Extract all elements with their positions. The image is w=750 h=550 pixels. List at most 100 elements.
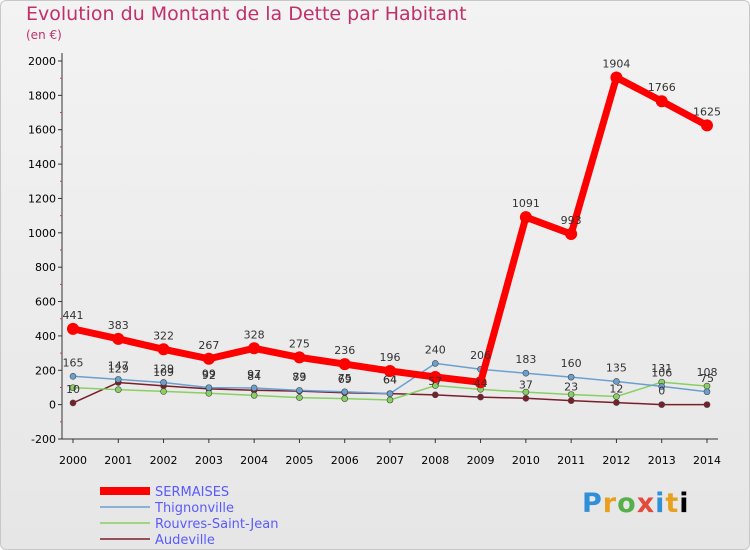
- y-tick-label: 800: [35, 261, 56, 274]
- data-label: 1091: [512, 197, 540, 210]
- data-point: [522, 394, 530, 402]
- data-label: 147: [108, 359, 129, 372]
- data-point: [67, 322, 79, 335]
- data-point: [341, 388, 349, 396]
- logo-letter: o: [617, 488, 637, 519]
- data-label: 0: [658, 385, 665, 398]
- legend: SERMAISESThignonvilleRouvres-Saint-JeanA…: [100, 485, 278, 548]
- data-point: [250, 384, 258, 392]
- data-label: 1766: [648, 81, 676, 94]
- data-label: 131: [651, 362, 672, 375]
- data-label: 64: [383, 374, 397, 387]
- data-label: 83: [292, 370, 306, 383]
- data-point: [160, 379, 167, 386]
- chart-subtitle: (en €): [26, 28, 62, 42]
- data-point: [522, 388, 530, 396]
- data-point: [431, 391, 439, 399]
- y-tick-label: 400: [35, 330, 56, 343]
- y-tick-label: 1400: [28, 158, 56, 171]
- data-point: [610, 71, 623, 84]
- legend-label: Rouvres-Saint-Jean: [155, 517, 278, 532]
- logo-letter: x: [636, 488, 656, 519]
- data-point: [250, 392, 258, 399]
- logo-letter: P: [582, 488, 603, 519]
- data-point: [69, 384, 77, 391]
- data-label: 129: [153, 362, 174, 375]
- data-point: [157, 343, 170, 356]
- data-label: 37: [519, 378, 533, 391]
- x-tick-label: 2000: [59, 454, 87, 467]
- data-label: 1625: [693, 105, 721, 118]
- x-tick-label: 2004: [240, 454, 268, 467]
- data-point: [703, 388, 711, 396]
- y-tick-label: 1600: [28, 124, 56, 137]
- data-label: 64: [383, 374, 397, 387]
- data-label: 69: [338, 373, 352, 386]
- data-point: [613, 378, 620, 385]
- chart-title: Evolution du Montant de la Dette par Hab…: [26, 3, 467, 25]
- data-label: 135: [606, 361, 627, 374]
- data-point: [69, 372, 77, 380]
- data-point: [112, 332, 125, 345]
- axes: -200020040060080010001200140016001800200…: [28, 53, 721, 467]
- x-tick-label: 2013: [648, 454, 676, 467]
- data-label: 75: [338, 372, 352, 385]
- data-point: [567, 373, 575, 381]
- x-tick-label: 2008: [421, 454, 449, 467]
- x-tick-label: 2010: [512, 454, 540, 467]
- data-point: [703, 401, 711, 408]
- logo-letter: r: [602, 488, 618, 519]
- y-tick-label: 1200: [28, 192, 56, 205]
- data-label: 196: [380, 351, 401, 364]
- logo-letter: i: [679, 488, 690, 519]
- x-tick-label: 2012: [602, 454, 630, 467]
- y-tick-label: -200: [31, 433, 56, 446]
- legend-label: SERMAISES: [155, 485, 229, 500]
- data-point: [160, 388, 167, 395]
- data-point: [205, 389, 213, 397]
- data-label: 236: [334, 344, 355, 357]
- x-tick-label: 2002: [150, 454, 178, 467]
- x-tick-label: 2014: [693, 454, 721, 467]
- data-point: [519, 211, 532, 224]
- data-point: [658, 401, 666, 408]
- data-point: [565, 228, 578, 241]
- data-label: 84: [247, 370, 261, 383]
- data-point: [296, 387, 303, 394]
- data-label: 23: [564, 381, 578, 394]
- data-point: [474, 376, 487, 389]
- data-point: [613, 393, 620, 400]
- data-label: 129: [108, 362, 129, 375]
- data-point: [567, 397, 575, 404]
- data-label: 57: [428, 375, 442, 388]
- data-point: [431, 360, 439, 367]
- x-tick-label: 2007: [376, 454, 404, 467]
- data-label: 109: [153, 366, 174, 379]
- x-tick-label: 2001: [104, 454, 132, 467]
- legend-label: Thignonville: [154, 501, 234, 516]
- x-tick-label: 2009: [467, 454, 495, 467]
- data-point: [69, 399, 77, 407]
- data-label: 44: [474, 377, 488, 390]
- data-point: [567, 391, 575, 398]
- data-point: [701, 119, 713, 132]
- y-tick-label: 1800: [28, 89, 56, 102]
- y-tick-label: 200: [35, 364, 56, 377]
- data-label: 183: [515, 353, 536, 366]
- logo-letter: t: [665, 488, 680, 519]
- data-point: [477, 393, 484, 401]
- data-point: [293, 351, 306, 364]
- data-label: 267: [198, 339, 219, 352]
- data-point: [386, 390, 394, 397]
- y-tick-label: 600: [35, 296, 56, 309]
- y-tick-label: 2000: [28, 55, 56, 68]
- data-label: 206: [470, 349, 491, 362]
- data-label: 99: [202, 368, 216, 381]
- data-label: 106: [651, 366, 672, 379]
- data-label: 275: [289, 337, 310, 350]
- data-point: [248, 342, 261, 355]
- data-point: [296, 394, 303, 401]
- data-label: 92: [202, 369, 216, 382]
- data-label: 165: [63, 356, 84, 369]
